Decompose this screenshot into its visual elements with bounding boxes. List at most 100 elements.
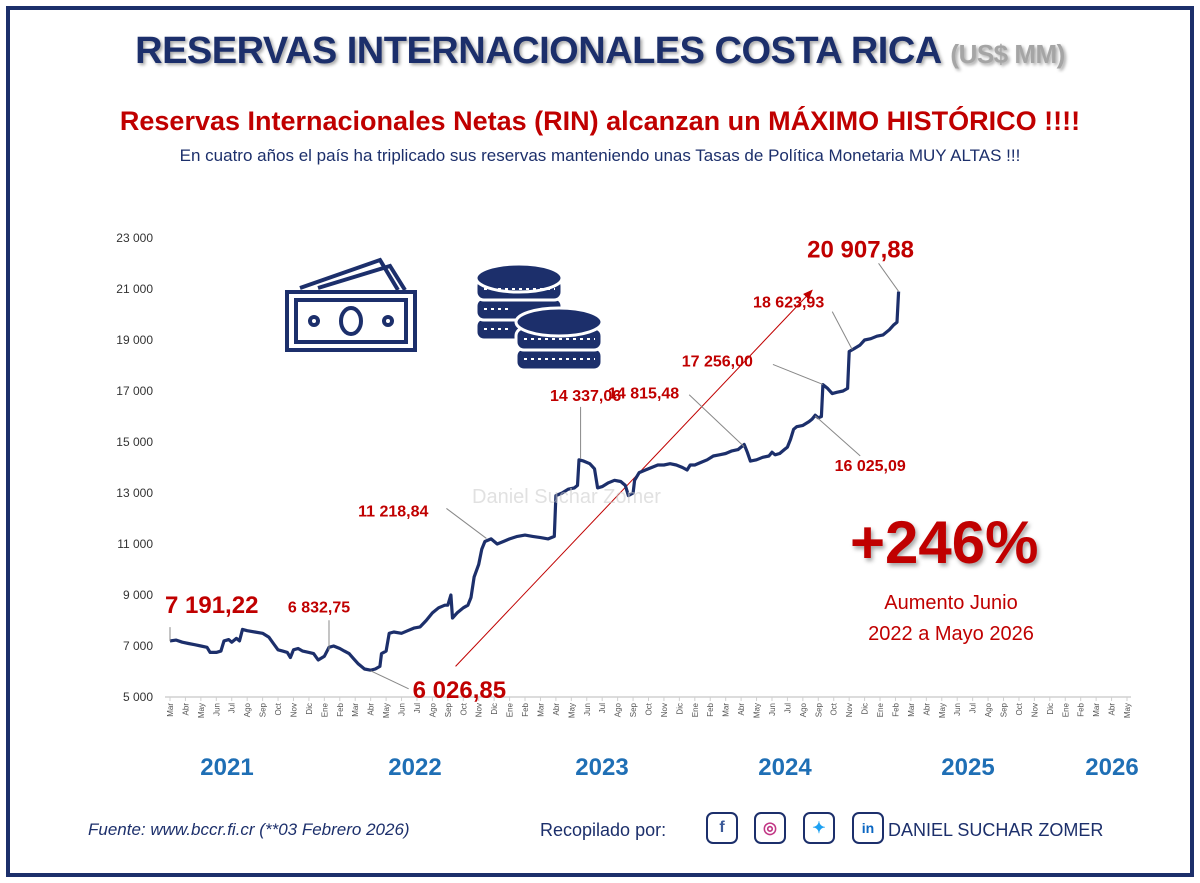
month-label: Oct (830, 702, 839, 715)
author-name: DANIEL SUCHAR ZOMER (888, 820, 1104, 840)
y-tick-label: 19 000 (116, 333, 153, 347)
month-label: May (753, 703, 762, 718)
watermark: Daniel Suchar Zomer (472, 486, 661, 508)
year-label: 2024 (758, 754, 812, 781)
increase-caption: Aumento Junio 2022 a Mayo 2026 (836, 588, 1066, 650)
month-label: Dic (490, 703, 499, 715)
y-tick-label: 9 000 (123, 588, 153, 602)
month-label: Dic (305, 703, 314, 715)
month-label: May (382, 703, 391, 718)
annotation-leader (831, 311, 853, 350)
twitter-icon[interactable]: ✦ (803, 812, 835, 844)
month-label: May (938, 703, 947, 718)
month-label: May (197, 703, 206, 718)
chart-tagline: En cuatro años el país ha triplicado sus… (179, 146, 1021, 165)
month-label: Ene (691, 702, 700, 717)
year-label: 2022 (388, 754, 441, 781)
month-label: Nov (1030, 703, 1039, 717)
year-label: 2025 (941, 754, 994, 781)
month-label: Ago (984, 702, 993, 717)
month-label: Mar (166, 703, 175, 717)
increase-caption-line2: 2022 a Mayo 2026 (868, 623, 1034, 645)
month-label: Dic (1046, 703, 1055, 715)
month-label: Jul (228, 703, 237, 713)
month-label: Oct (1015, 702, 1024, 715)
year-label: 2026 (1085, 754, 1138, 781)
month-label: Ene (506, 702, 515, 717)
facebook-icon[interactable]: f (706, 812, 738, 844)
annotation-label: 7 191,22 (165, 592, 258, 619)
source-note: Fuente: www.bccr.fi.cr (**03 Febrero 202… (88, 820, 410, 839)
credit-label: Recopilado por: (540, 820, 667, 840)
trend-arrow (455, 289, 813, 667)
month-label: Feb (706, 702, 715, 716)
month-label: Sep (444, 702, 453, 717)
month-label: Ene (876, 702, 885, 717)
month-label: Jun (768, 703, 777, 716)
annotation-label: 6 832,75 (288, 599, 350, 616)
month-label: Abr (737, 703, 746, 716)
month-label: Sep (814, 702, 823, 717)
month-label: Ago (799, 702, 808, 717)
month-label: May (1123, 703, 1132, 718)
year-label: 2023 (575, 754, 628, 781)
month-label: Mar (1092, 703, 1101, 717)
annotation-label: 18 623,93 (753, 295, 824, 312)
border-frame (6, 6, 1194, 877)
y-tick-label: 17 000 (116, 384, 153, 398)
annotation-label: 14 815,48 (608, 386, 679, 403)
month-label: Feb (336, 702, 345, 716)
month-label: Ago (428, 702, 437, 717)
month-label: Dic (675, 703, 684, 715)
month-label: Mar (351, 703, 360, 717)
y-tick-label: 11 000 (117, 537, 153, 551)
reserves-series-line (169, 291, 901, 672)
month-label: Mar (722, 703, 731, 717)
month-label: Jun (398, 703, 407, 716)
annotation-label: 20 907,88 (807, 236, 914, 263)
month-label: Oct (274, 702, 283, 715)
month-label: Jul (783, 703, 792, 713)
annotation-leader (772, 364, 824, 385)
month-label: Mar (907, 703, 916, 717)
month-label: Abr (922, 703, 931, 716)
annotation-label: 17 256,00 (682, 353, 753, 370)
month-label: Jul (598, 703, 607, 713)
annotation-leader (688, 394, 745, 448)
month-label: Ene (1061, 702, 1070, 717)
y-tick-label: 23 000 (116, 231, 153, 245)
month-label: Nov (845, 703, 854, 717)
annotation-label: 6 026,85 (413, 677, 506, 704)
coins-icon (474, 262, 604, 372)
y-tick-label: 21 000 (116, 282, 153, 296)
y-tick-label: 15 000 (116, 435, 153, 449)
annotation-leader (814, 415, 861, 457)
annotation-label: 16 025,09 (835, 458, 906, 475)
money-bill-icon (285, 257, 417, 352)
month-label: Sep (629, 702, 638, 717)
month-label: Oct (459, 702, 468, 715)
month-label: Nov (660, 703, 669, 717)
month-label: Ago (243, 702, 252, 717)
month-label: Ene (320, 702, 329, 717)
month-label: Abr (181, 703, 190, 716)
month-label: Nov (475, 703, 484, 717)
month-label: Abr (1108, 703, 1117, 716)
page-title: RESERVAS INTERNACIONALES COSTA RICA (US$… (0, 30, 1200, 73)
annotation-leader (878, 263, 899, 292)
title-unit: (US$ MM) (950, 39, 1065, 69)
y-tick-label: 13 000 (116, 486, 153, 500)
month-label: Jul (969, 703, 978, 713)
y-tick-label: 5 000 (123, 690, 153, 704)
month-label: Abr (552, 703, 561, 716)
increase-percentage: +246% (850, 509, 1039, 576)
annotation-label: 14 337,06 (550, 388, 621, 405)
increase-caption-line1: Aumento Junio (884, 592, 1018, 614)
linkedin-icon[interactable]: in (852, 812, 884, 844)
title-text: RESERVAS INTERNACIONALES COSTA RICA (135, 30, 941, 72)
instagram-icon[interactable]: ◎ (754, 812, 786, 844)
month-label: May (567, 703, 576, 718)
y-tick-label: 7 000 (123, 639, 153, 653)
month-label: Feb (891, 702, 900, 716)
